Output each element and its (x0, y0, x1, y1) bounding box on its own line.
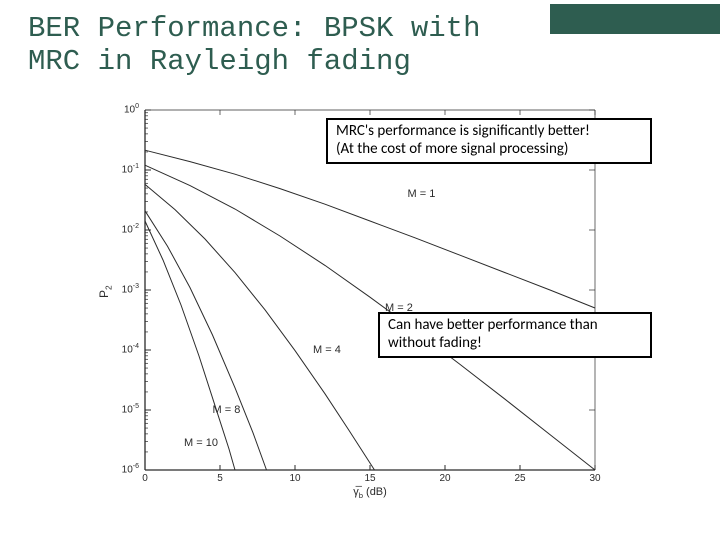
y-tick-label: 10-5 (109, 403, 139, 415)
callout-mid-line1: Can have better performance than (388, 317, 642, 335)
series-label-m=4: M = 4 (313, 344, 341, 356)
y-axis-label: P2 (97, 285, 113, 298)
callout-mid: Can have better performance than without… (378, 312, 652, 358)
y-tick-label: 100 (109, 103, 139, 115)
y-tick-label: 10-2 (109, 223, 139, 235)
x-tick-label: 0 (135, 473, 155, 484)
x-tick-label: 5 (210, 473, 230, 484)
callout-top-line2: (At the cost of more signal processing) (336, 141, 642, 159)
title-line1: BER Performance: BPSK with (28, 12, 480, 45)
x-tick-label: 20 (435, 473, 455, 484)
x-tick-label: 30 (585, 473, 605, 484)
series-label-m=10: M = 10 (184, 437, 218, 449)
x-tick-label: 10 (285, 473, 305, 484)
series-label-m=1: M = 1 (408, 188, 436, 200)
page-title: BER Performance: BPSK with MRC in Raylei… (28, 12, 480, 79)
series-label-m=8: M = 8 (213, 404, 241, 416)
title-line2: MRC in Rayleigh fading (28, 45, 411, 78)
callout-top-line1: MRC's performance is significantly bette… (336, 123, 642, 141)
x-tick-label: 25 (510, 473, 530, 484)
callout-mid-line2: without fading! (388, 335, 642, 353)
x-tick-label: 15 (360, 473, 380, 484)
y-tick-label: 10-1 (109, 163, 139, 175)
accent-bar (550, 4, 720, 34)
y-tick-label: 10-3 (109, 283, 139, 295)
x-axis-label: γ̅b (dB) (340, 486, 400, 500)
y-tick-label: 10-4 (109, 343, 139, 355)
callout-top: MRC's performance is significantly bette… (326, 118, 652, 164)
